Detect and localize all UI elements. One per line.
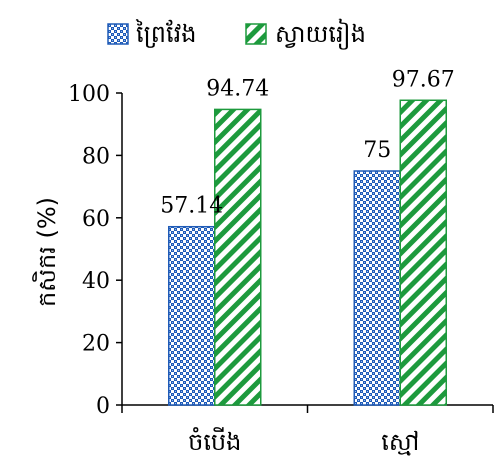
legend-swatch <box>107 23 129 45</box>
y-tick-label: 0 <box>96 394 110 419</box>
data-labels-group: 57.14 94.74 75 97.67 <box>160 67 454 218</box>
data-label: 75 <box>363 138 391 163</box>
legend-swatch <box>245 23 267 45</box>
y-tick-label: 20 <box>82 332 110 357</box>
bar-series-2 <box>214 108 262 406</box>
y-tick-label: 60 <box>82 207 110 232</box>
bar-series-1 <box>168 225 216 406</box>
x-axis: ចំបើង ស្មៅ <box>121 404 494 456</box>
y-tick-label: 80 <box>82 144 110 169</box>
y-tick-label: 40 <box>82 269 110 294</box>
x-tick-label: ស្មៅ <box>381 428 419 456</box>
y-axis-title: កសិករ (%) <box>32 197 61 307</box>
x-tick-label: ចំបើង <box>188 427 241 456</box>
bar-series-1 <box>353 170 401 406</box>
bar-series-2 <box>399 99 447 406</box>
data-label: 57.14 <box>160 194 223 219</box>
legend: ព្រៃវែង ស្វាយរៀង <box>107 18 366 50</box>
data-label: 97.67 <box>392 67 455 92</box>
legend-label: ព្រៃវែង <box>135 19 196 48</box>
y-tick-label: 100 <box>68 82 110 107</box>
y-axis: 0 20 40 60 80 100 <box>68 82 123 419</box>
legend-label: ស្វាយរៀង <box>275 18 366 50</box>
bars-group <box>168 99 447 406</box>
data-label: 94.74 <box>206 76 269 101</box>
